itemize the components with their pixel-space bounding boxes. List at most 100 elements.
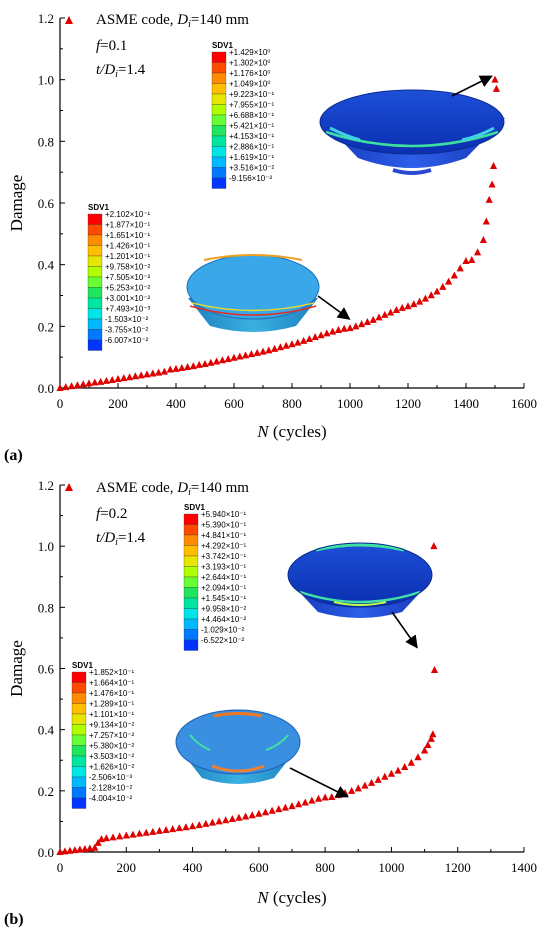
x-tick-label: 0 xyxy=(57,396,64,411)
contour-legend-swatch xyxy=(211,114,227,126)
x-tick-label: 600 xyxy=(224,396,244,411)
contour-legend-swatch xyxy=(87,329,103,341)
contour-legend-value: -2.506×10⁻³ xyxy=(89,773,132,782)
y-tick-label: 0.0 xyxy=(38,381,54,396)
contour-legend-value: +1.101×10⁻¹ xyxy=(89,710,134,719)
y-tick-label: 0.0 xyxy=(38,845,54,860)
x-tick-label: 400 xyxy=(183,860,203,875)
data-point xyxy=(387,769,396,777)
data-point xyxy=(394,766,402,774)
data-point xyxy=(175,824,183,832)
data-point xyxy=(207,358,215,366)
contour-legend-value: +1.049×10⁰ xyxy=(229,80,270,89)
data-point xyxy=(228,814,236,822)
data-point xyxy=(268,806,276,814)
data-point xyxy=(61,847,69,855)
contour-legend-value: +2.644×10⁻¹ xyxy=(201,573,246,582)
data-point xyxy=(201,359,209,367)
data-point xyxy=(259,347,267,355)
data-point xyxy=(479,236,487,243)
data-point xyxy=(178,363,186,371)
param-f-b: f=0.2 xyxy=(96,506,127,522)
data-point xyxy=(295,800,303,808)
contour-legend-value: +4.464×10⁻² xyxy=(201,615,246,624)
fe-model-a-upper xyxy=(319,89,505,175)
x-tick-label: 800 xyxy=(282,396,302,411)
arrow-b-upper xyxy=(391,611,418,649)
x-tick-label: 0 xyxy=(57,860,64,875)
contour-legend-swatch xyxy=(87,245,103,257)
data-point xyxy=(387,308,395,316)
data-point xyxy=(433,287,441,295)
data-point xyxy=(162,825,170,833)
contour-legend-value: +1.664×10⁻¹ xyxy=(89,679,134,688)
data-point xyxy=(248,811,256,819)
y-tick-label: 1.0 xyxy=(38,539,54,554)
contour-legend-value: +4.841×10⁻¹ xyxy=(201,531,246,540)
contour-legend-value: +6.688×10⁻¹ xyxy=(229,111,274,120)
y-tick-label: 0.6 xyxy=(38,662,55,677)
data-point xyxy=(281,803,289,811)
contour-legend-value: -3.755×10⁻² xyxy=(105,326,148,335)
contour-legend-value: +3.742×10⁻¹ xyxy=(201,552,246,561)
contour-legend-a-upper: SDV1+1.429×10⁰ +1.302×10⁰+1.176×10⁰ +1.049… xyxy=(211,41,274,189)
param-t-b: t/Di=1.4 xyxy=(96,530,146,548)
data-point xyxy=(261,808,270,816)
contour-legend-value: +2.094×10⁻¹ xyxy=(201,584,246,593)
contour-legend-swatch xyxy=(211,167,227,179)
contour-legend-swatch xyxy=(87,318,103,330)
data-point xyxy=(439,282,447,290)
contour-legend-value: -2.128×10⁻² xyxy=(89,784,132,793)
data-point xyxy=(354,784,362,792)
contour-legend-swatch xyxy=(87,266,103,278)
data-point xyxy=(66,846,74,854)
data-point xyxy=(374,775,382,783)
data-point xyxy=(218,356,226,364)
contour-legend-title: SDV1 xyxy=(184,503,205,512)
legend-marker-a xyxy=(65,16,73,24)
contour-legend-swatch xyxy=(211,51,227,63)
contour-legend-value: +7.505×10⁻² xyxy=(105,273,150,282)
contour-legend-b-lower: SDV1+1.852×10⁻¹ +1.664×10⁻¹+1.476×10⁻¹ +1.… xyxy=(71,661,134,809)
contour-legend-swatch xyxy=(71,682,87,694)
contour-legend-value: +3.503×10⁻² xyxy=(89,752,134,761)
data-point xyxy=(334,326,342,334)
data-point xyxy=(381,772,389,780)
data-point xyxy=(76,845,84,853)
data-point xyxy=(169,825,177,833)
y-tick-label: 0.4 xyxy=(38,723,55,738)
contour-legend-swatch xyxy=(87,255,103,267)
y-tick-label: 0.6 xyxy=(38,196,55,211)
data-point xyxy=(308,796,316,804)
contour-legend-value: +1.176×10⁰ xyxy=(229,69,270,78)
contour-legend-value: +5.380×10⁻² xyxy=(89,742,134,751)
data-point xyxy=(401,762,409,770)
contour-legend-value: +2.102×10⁻¹ xyxy=(105,210,150,219)
data-point xyxy=(323,329,331,337)
data-point xyxy=(367,778,376,786)
contour-legend-value: +1.289×10⁻¹ xyxy=(89,700,134,709)
data-point xyxy=(149,827,157,835)
data-point xyxy=(215,817,223,825)
data-point xyxy=(160,367,168,375)
data-point xyxy=(450,271,458,279)
contour-legend-swatch xyxy=(71,703,87,715)
data-point xyxy=(102,376,110,384)
data-point xyxy=(242,812,250,820)
contour-legend-value: -9.156×10⁻² xyxy=(229,174,272,183)
arrow-a-upper xyxy=(451,75,493,97)
data-point xyxy=(91,843,99,851)
param-f-a: f=0.1 xyxy=(96,38,127,54)
data-point xyxy=(122,831,130,839)
contour-legend-swatch xyxy=(71,745,87,757)
data-point xyxy=(271,344,279,352)
contour-legend-swatch xyxy=(211,125,227,137)
contour-legend-value: +5.390×10⁻¹ xyxy=(201,521,246,530)
data-point xyxy=(68,382,76,390)
contour-legend-value: +9.758×10⁻² xyxy=(105,263,150,272)
contour-legend-value: +7.955×10⁻¹ xyxy=(229,101,274,110)
data-point xyxy=(420,746,429,754)
data-point xyxy=(188,822,197,830)
data-point xyxy=(166,365,174,373)
